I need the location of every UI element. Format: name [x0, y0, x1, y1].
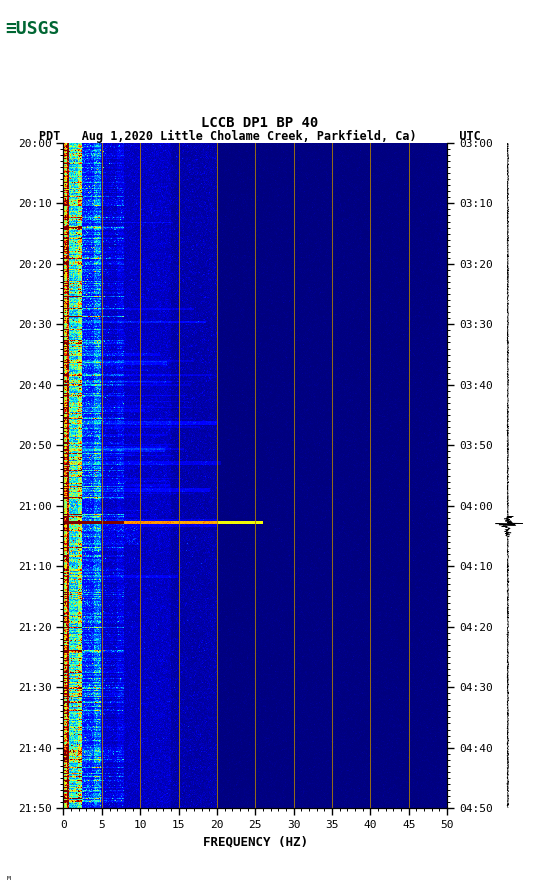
X-axis label: FREQUENCY (HZ): FREQUENCY (HZ) — [203, 836, 308, 848]
Text: PDT   Aug 1,2020 Little Cholame Creek, Parkfield, Ca)      UTC: PDT Aug 1,2020 Little Cholame Creek, Par… — [39, 129, 480, 143]
Text: ᴹ: ᴹ — [6, 876, 12, 886]
Text: LCCB DP1 BP 40: LCCB DP1 BP 40 — [201, 116, 318, 130]
Text: ≡USGS: ≡USGS — [6, 20, 60, 38]
